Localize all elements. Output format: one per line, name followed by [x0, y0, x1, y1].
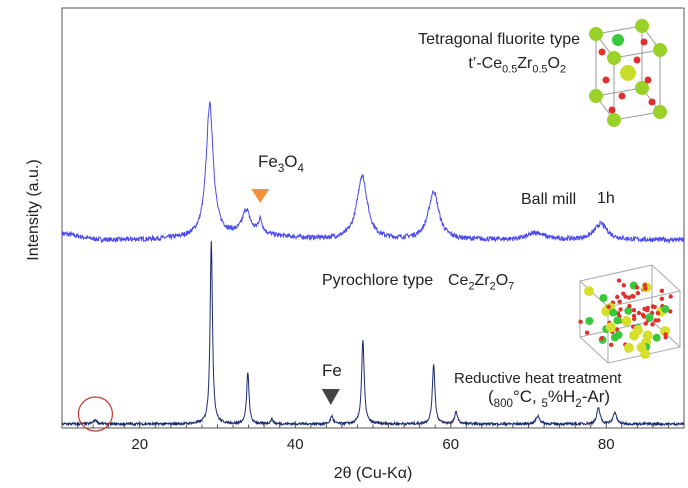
label-fe3o4: Fe3​O4​: [258, 152, 305, 175]
axes: 20 40 60 80 2θ (Cu-Kα) Intensity (a.u.): [25, 7, 685, 482]
label-ball-mill: Ball mill: [521, 191, 576, 208]
label-conditions: (800​°C, 5​%H2​-Ar): [488, 387, 610, 410]
y-axis-label: Intensity (a.u.): [25, 159, 42, 260]
series-line-ball-mill: [61, 101, 685, 244]
x-tick-label: 20: [131, 436, 148, 453]
label-reductive-heat: Reductive heat treatment: [454, 370, 622, 387]
series-line-reductive-heat: [61, 240, 685, 428]
label-ce-zr-o2: t’-Ce0.5​Zr0.5​O2​: [468, 55, 566, 75]
label-pyrochlore-type: Pyrochlore type: [322, 272, 433, 289]
label-ce2zr2o7: Ce2​Zr2​O7​: [448, 272, 514, 292]
fe-marker: [321, 389, 340, 405]
label-1h: 1h: [597, 190, 615, 207]
x-tick-label: 60: [442, 436, 459, 453]
x-tick-label: 40: [287, 436, 304, 453]
fe3o4-marker: [251, 189, 270, 203]
fluorite-crystal-icon: [589, 19, 667, 127]
label-fe: Fe: [322, 361, 342, 380]
circle-highlight: [77, 396, 114, 432]
label-tetragonal-fluorite: Tetragonal fluorite type: [418, 31, 580, 48]
x-tick-label: 80: [598, 436, 615, 453]
plot-frame: [61, 7, 685, 429]
x-axis-label: 2θ (Cu-Kα): [334, 465, 413, 482]
pyrochlore-crystal-icon: [578, 264, 682, 364]
